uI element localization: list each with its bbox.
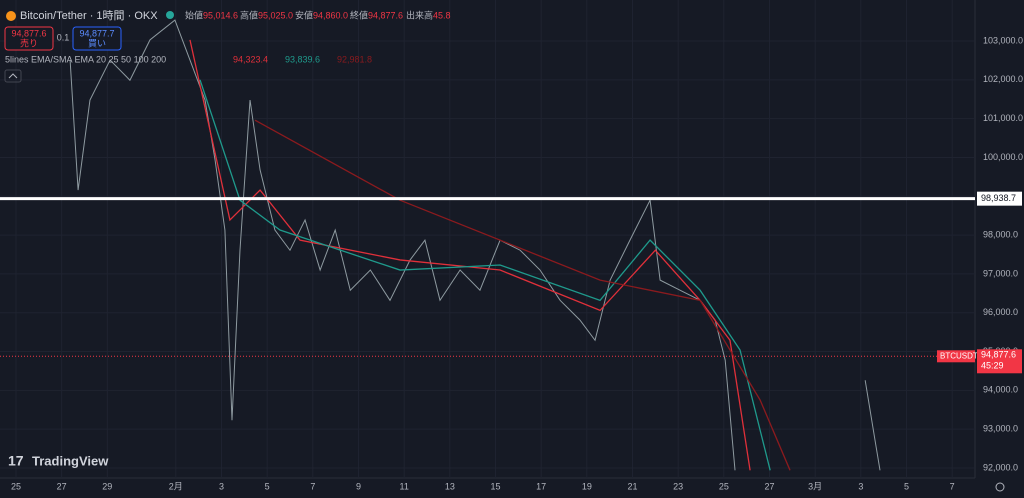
ohlc-label: 始値 bbox=[185, 9, 203, 20]
x-tick-label: 27 bbox=[57, 481, 67, 491]
x-tick-label: 13 bbox=[445, 481, 455, 491]
ohlc-value: 94,860.0 bbox=[313, 10, 348, 20]
x-tick-label: 19 bbox=[582, 481, 592, 491]
indicator-value: 94,323.4 bbox=[233, 54, 268, 64]
symbol-tag bbox=[937, 350, 975, 363]
price-line bbox=[69, 19, 736, 471]
y-tick-label: 93,000.0 bbox=[983, 424, 1018, 434]
x-tick-label: 7 bbox=[310, 481, 315, 491]
symbol-label: BTCUSDT bbox=[940, 351, 978, 360]
ohlc-label: 出来高 bbox=[406, 9, 433, 20]
hline-label-bg bbox=[977, 191, 1022, 206]
x-tick-label: 3 bbox=[219, 481, 224, 491]
last-price-label: 94,877.6 bbox=[981, 350, 1016, 360]
ohlc-value: 94,877.6 bbox=[368, 10, 403, 20]
x-tick-label: 3 bbox=[858, 481, 863, 491]
sell-label[interactable]: 売り bbox=[20, 37, 38, 48]
hline-label: 98,938.7 bbox=[981, 193, 1016, 203]
collapse-icon[interactable] bbox=[8, 73, 18, 79]
y-tick-label: 94,000.0 bbox=[983, 385, 1018, 395]
status-dot bbox=[166, 11, 174, 19]
sell-price[interactable]: 94,877.6 bbox=[11, 28, 46, 38]
x-tick-label: 5 bbox=[904, 481, 909, 491]
x-tick-label: 7 bbox=[950, 481, 955, 491]
spread: 0.1 bbox=[57, 32, 70, 42]
indicator-value: 92,981.8 bbox=[337, 54, 372, 64]
logo-mark: 17 bbox=[8, 453, 24, 469]
y-tick-label: 98,000.0 bbox=[983, 229, 1018, 239]
x-tick-label: 21 bbox=[627, 481, 637, 491]
x-tick-label: 27 bbox=[764, 481, 774, 491]
symbol: Bitcoin/Tether · 1時間 · OKX bbox=[20, 9, 158, 22]
last-price-tag bbox=[977, 349, 1022, 374]
x-tick-label: 25 bbox=[11, 481, 21, 491]
btc-icon bbox=[6, 11, 16, 21]
x-tick-label: 15 bbox=[490, 481, 500, 491]
buy-button[interactable] bbox=[72, 26, 122, 51]
buy-label[interactable]: 買い bbox=[88, 38, 106, 48]
ohlc-value: 95,025.0 bbox=[258, 10, 293, 20]
settings-icon[interactable] bbox=[995, 482, 1005, 492]
countdown: 45:29 bbox=[981, 361, 1004, 371]
price-line bbox=[254, 119, 791, 471]
x-tick-label: 5 bbox=[265, 481, 270, 491]
x-tick-label: 23 bbox=[673, 481, 683, 491]
ohlc-label: 高値 bbox=[240, 9, 258, 20]
x-tick-label: 2月 bbox=[169, 481, 183, 491]
buy-price[interactable]: 94,877.7 bbox=[79, 28, 114, 38]
price-line bbox=[199, 79, 771, 471]
x-tick-label: 25 bbox=[719, 481, 729, 491]
ohlc-value: 95,014.6 bbox=[203, 10, 238, 20]
price-line bbox=[864, 380, 881, 471]
plot bbox=[0, 0, 975, 478]
brand: TradingView bbox=[32, 453, 109, 468]
y-tick-label: 103,000.0 bbox=[983, 35, 1023, 45]
x-tick-label: 11 bbox=[399, 481, 408, 491]
ohlc-value: 45.8 bbox=[433, 10, 451, 20]
sell-button[interactable] bbox=[4, 26, 54, 51]
y-tick-label: 100,000.0 bbox=[983, 152, 1023, 162]
x-tick-label: 17 bbox=[536, 481, 546, 491]
indicator-value: 93,839.6 bbox=[285, 54, 320, 64]
indicator-name: 5lines EMA/SMA EMA 20 25 50 100 200 bbox=[5, 54, 166, 64]
y-tick-label: 92,000.0 bbox=[983, 462, 1018, 472]
y-tick-label: 96,000.0 bbox=[983, 307, 1018, 317]
x-tick-label: 3月 bbox=[808, 481, 822, 491]
x-tick-label: 9 bbox=[356, 481, 361, 491]
ohlc-label: 安値 bbox=[295, 9, 313, 20]
x-tick-label: 29 bbox=[102, 481, 112, 491]
y-tick-label: 101,000.0 bbox=[983, 113, 1023, 123]
y-tick-label: 97,000.0 bbox=[983, 268, 1018, 278]
y-tick-label: 102,000.0 bbox=[983, 74, 1023, 84]
ohlc-label: 終値 bbox=[350, 9, 368, 20]
collapse-button[interactable] bbox=[4, 69, 22, 83]
